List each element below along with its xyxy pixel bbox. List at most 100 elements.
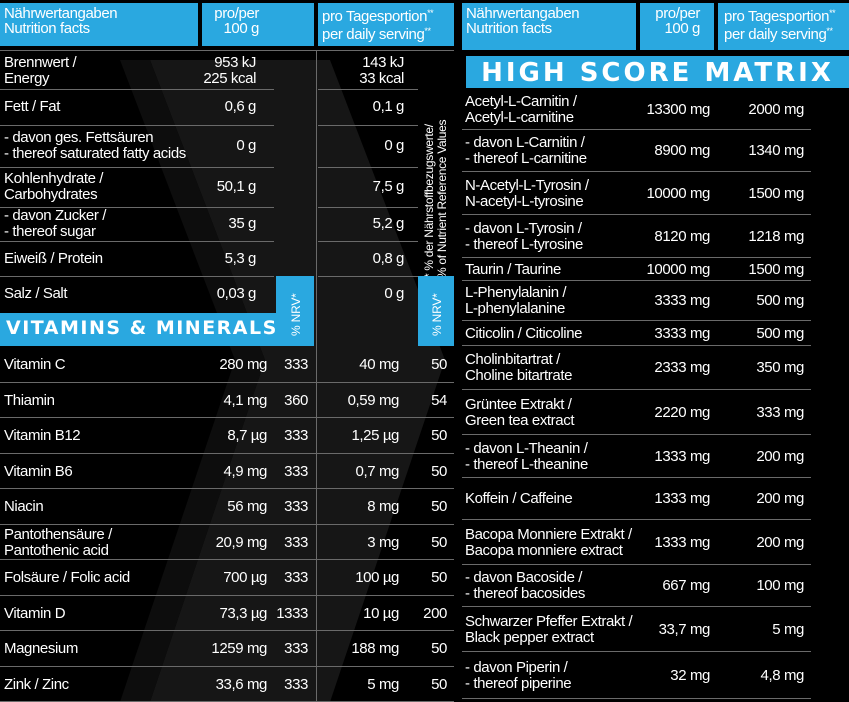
row-divider xyxy=(462,651,811,652)
vitamin-row-serving: 3 mg xyxy=(318,525,399,560)
vitamin-row-per100-value: 56 mg xyxy=(227,498,267,515)
right-header-per100: pro/per 100 g xyxy=(640,3,714,50)
vitamin-row-label: Vitamin D xyxy=(4,596,204,631)
matrix-row-serving-value: 1340 mg xyxy=(748,142,804,159)
nutrition-row: - davon Zucker / - thereof sugar 35 g 5,2 g xyxy=(0,207,454,241)
matrix-row-serving: 100 mg xyxy=(732,565,804,607)
vitamin-row-per100-nrv-value: 333 xyxy=(284,462,308,480)
vitamin-row-per100-nrv-value: 1333 xyxy=(276,604,308,622)
vitamin-row-per100: 20,9 mg xyxy=(200,525,268,560)
vitamin-row-per100-nrv: 333 xyxy=(270,489,308,525)
matrix-row-label-line1: Schwarzer Pfeffer Extrakt / xyxy=(465,612,633,630)
nutrition-row-serving: 0 g xyxy=(318,276,404,311)
matrix-row: Schwarzer Pfeffer Extrakt / Black pepper … xyxy=(462,607,849,652)
nutrition-row-per100-value: 0,6 g xyxy=(224,98,257,115)
matrix-row-label-line2: - thereof bacosides xyxy=(465,585,585,602)
right-header-label-de: Nährwertangaben xyxy=(466,5,580,22)
vitamin-row-serving-value: 1,25 µg xyxy=(351,427,399,444)
vitamin-row-serving-nrv: 50 xyxy=(404,347,447,383)
matrix-row-per100-value: 1333 mg xyxy=(654,490,710,507)
nutrition-row-serving-value: 143 kJ xyxy=(362,53,404,71)
high-score-matrix-title: HIGH SCORE MATRIX xyxy=(481,58,834,88)
vitamin-row-per100: 73,3 µg xyxy=(200,596,267,631)
nutrition-row-label-line2: - thereof saturated fatty acids xyxy=(4,145,186,162)
matrix-row-serving: 1340 mg xyxy=(732,130,804,172)
matrix-row: N-Acetyl-L-Tyrosin / N-acetyl-L-tyrosine 1… xyxy=(462,172,849,215)
vitamin-row-per100-value: 73,3 µg xyxy=(219,604,267,622)
vitamin-row-per100-nrv: 333 xyxy=(270,525,308,560)
vitamin-row-per100-nrv-value: 333 xyxy=(284,640,308,657)
vitamin-row-serving-nrv: 50 xyxy=(404,418,447,454)
vitamin-row-serving-nrv-value: 50 xyxy=(431,462,447,480)
matrix-row-per100: 2333 mg xyxy=(632,346,710,390)
matrix-row-serving: 500 mg xyxy=(732,321,804,346)
right-header-label: Nährwertangaben Nutrition facts xyxy=(462,3,636,50)
vitamin-row-per100-nrv-value: 333 xyxy=(284,675,308,693)
vitamin-row-label-line1: Thiamin xyxy=(4,391,55,409)
vitamin-row-per100-value: 280 mg xyxy=(219,356,267,373)
matrix-row-per100: 13300 mg xyxy=(632,89,710,130)
nutrition-row-label-line1: - davon ges. Fettsäuren xyxy=(4,129,154,146)
matrix-row-per100-value: 667 mg xyxy=(662,577,710,594)
nutrition-row-label: Eiweiß / Protein xyxy=(4,241,198,276)
row-divider xyxy=(0,559,454,560)
vitamin-row-per100: 4,9 mg xyxy=(200,454,268,489)
matrix-row-serving-value: 5 mg xyxy=(772,620,804,638)
vitamin-row-serving: 100 µg xyxy=(318,560,399,596)
matrix-row-serving: 333 mg xyxy=(732,390,804,435)
matrix-row-per100: 10000 mg xyxy=(632,258,710,281)
vitamin-row-serving: 5 mg xyxy=(318,667,399,702)
vitamin-row-per100-nrv: 333 xyxy=(270,560,308,596)
matrix-row-label-line1: Bacopa Monniere Extrakt / xyxy=(465,525,632,543)
vitamin-row-serving: 1,25 µg xyxy=(318,418,399,454)
matrix-row-label: - davon L-Carnitin / - thereof L-carnitin… xyxy=(465,130,640,172)
vitamin-row-serving: 10 µg xyxy=(318,596,399,631)
row-divider xyxy=(0,417,454,418)
matrix-row-label-line2: Black pepper extract xyxy=(465,628,594,646)
vitamin-row-serving-nrv: 50 xyxy=(404,560,447,596)
nutrition-row-per100: 0,03 g xyxy=(200,276,257,311)
matrix-row-label-line2: Bacopa monniere extract xyxy=(465,541,623,559)
nutrition-row-serving-value: 7,5 g xyxy=(372,178,405,195)
vitamin-row-per100-value: 1259 mg xyxy=(211,640,267,657)
matrix-row-label: Koffein / Caffeine xyxy=(465,478,640,520)
nutrition-row-serving: 0,8 g xyxy=(318,241,405,276)
row-divider xyxy=(462,606,811,607)
matrix-row-serving: 4,8 mg xyxy=(732,652,805,699)
vitamin-row-serving-nrv: 50 xyxy=(404,489,447,525)
vitamin-row-label: Vitamin C xyxy=(4,347,204,383)
vitamin-row-per100: 4,1 mg xyxy=(200,383,268,418)
vitamin-row-serving: 8 mg xyxy=(318,489,399,525)
matrix-row-label-line1: L-Phenylalanin / xyxy=(465,284,567,301)
vitamin-row: Vitamin C 280 mg 333 40 mg 50 xyxy=(0,347,454,383)
nutrition-row-label-line2: Carbohydrates xyxy=(4,186,98,203)
vitamin-row-per100-nrv: 333 xyxy=(270,667,308,702)
matrix-row-per100: 32 mg xyxy=(632,652,710,699)
row-divider xyxy=(318,276,418,277)
nutrition-row-serving: 7,5 g xyxy=(318,167,405,207)
matrix-row-per100-value: 1333 mg xyxy=(654,533,710,551)
nutrition-row: Fett / Fat 0,6 g 0,1 g xyxy=(0,89,454,125)
nutrition-row-label: - davon ges. Fettsäuren - thereof saturat… xyxy=(4,125,198,167)
vitamin-row: Vitamin D 73,3 µg 1333 10 µg 200 xyxy=(0,596,454,631)
vitamin-row-label-line1: Folsäure / Folic acid xyxy=(4,569,130,586)
nutrition-row-label-line1: Salz / Salt xyxy=(4,284,68,302)
nutrition-row: Salz / Salt 0,03 g 0 g xyxy=(0,276,454,311)
matrix-row-serving-value: 333 mg xyxy=(756,403,804,421)
matrix-row: L-Phenylalanin / L-phenylalanine 3333 mg 50… xyxy=(462,281,849,321)
nutrition-row-serving: 5,2 g xyxy=(318,207,405,241)
row-divider xyxy=(462,129,811,130)
vitamin-row-per100-nrv: 333 xyxy=(270,631,308,667)
matrix-row-label-line1: N-Acetyl-L-Tyrosin / xyxy=(465,176,589,194)
right-header-per100-de: pro/per xyxy=(655,5,700,22)
vitamin-row-serving-value: 40 mg xyxy=(359,356,399,373)
matrix-row-label-line2: Choline bitartrate xyxy=(465,367,573,384)
row-divider xyxy=(462,257,811,258)
right-header-label-en: Nutrition facts xyxy=(466,20,552,37)
nrv-header-label-per100: % NRV* xyxy=(289,293,303,336)
nutrition-row-label: - davon Zucker / - thereof sugar xyxy=(4,207,198,241)
row-divider xyxy=(0,453,454,454)
matrix-row-label-line1: Grüntee Extrakt / xyxy=(465,395,572,413)
vitamin-row-serving-nrv-value: 50 xyxy=(431,427,447,444)
